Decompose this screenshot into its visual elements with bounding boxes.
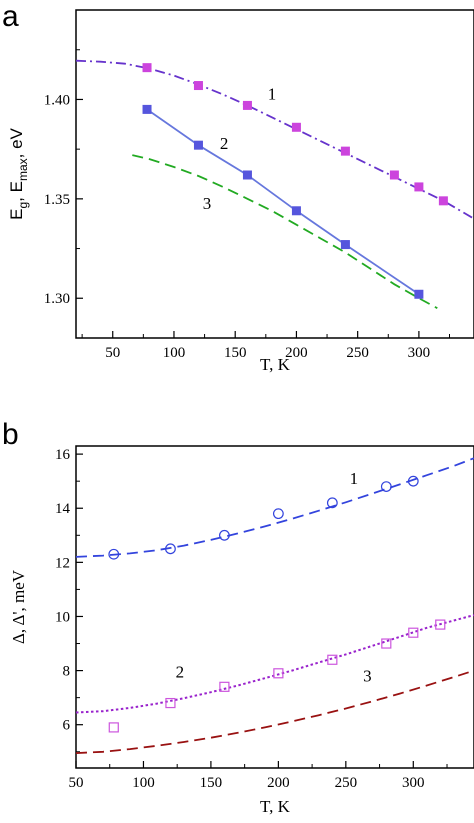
curve-label-1: 1 — [268, 84, 277, 103]
series-2-point — [193, 140, 203, 150]
series-1-point — [326, 497, 338, 509]
x-tick-label: 300 — [402, 775, 425, 791]
panel-b-lines — [75, 457, 474, 754]
panel-b-y-axis-label: Δ, Δ', meV — [9, 569, 28, 644]
series-1-point — [142, 63, 152, 73]
series-1-point — [407, 475, 419, 487]
series-1-point — [389, 170, 399, 180]
series-1-point — [414, 182, 424, 192]
y-tick-label: 10 — [55, 609, 70, 625]
series-1-line — [75, 59, 474, 220]
panel-b-letter: b — [2, 418, 19, 451]
series-2-point — [381, 638, 392, 649]
curve-label-2: 2 — [176, 662, 185, 681]
y-tick-label: 1.35 — [44, 192, 70, 208]
y-tick-label: 6 — [63, 718, 71, 734]
x-tick-label: 150 — [200, 775, 223, 791]
series-1-point — [193, 81, 203, 91]
series-1-point — [380, 481, 392, 492]
series-1-point — [291, 122, 301, 132]
panel-b-markers — [108, 475, 446, 733]
panel-b-annotations: 1 2 3 — [176, 469, 372, 686]
panel-a: a 50 100 150 200 250 300 1.30 1.35 1.40 1 2 3 T, K… — [2, 0, 474, 374]
series-1-point — [272, 508, 284, 520]
series-2-point — [327, 654, 338, 665]
series-2-point — [340, 240, 350, 250]
panel-a-plot-frame — [75, 9, 474, 339]
panel-a-tick-labels: 50 100 150 200 250 300 1.30 1.35 1.40 — [44, 92, 430, 361]
series-2-point — [291, 206, 301, 216]
curve-label-1: 1 — [350, 469, 359, 488]
y-tick-label: 1.40 — [44, 92, 70, 108]
y-tick-label: 12 — [55, 555, 70, 571]
series-2-point — [242, 170, 252, 180]
x-tick-label: 300 — [408, 345, 431, 361]
series-2-point — [408, 627, 419, 638]
series-2-point — [219, 681, 230, 692]
x-tick-label: 50 — [69, 775, 84, 791]
series-1-line — [75, 457, 474, 558]
panel-b-plot-frame — [75, 445, 474, 769]
series-2-point — [273, 668, 284, 679]
series-2-point — [414, 289, 424, 299]
series-1-point — [438, 196, 448, 206]
panel-a-ticks — [76, 49, 451, 338]
y-tick-label: 1.30 — [44, 291, 70, 307]
x-tick-label: 100 — [163, 345, 186, 361]
series-2-point — [142, 104, 152, 114]
series-2-line — [75, 614, 474, 714]
x-tick-label: 100 — [132, 775, 155, 791]
panel-b-x-axis-label: T, K — [260, 797, 291, 816]
series-2-point — [435, 619, 446, 630]
series-1-point — [165, 543, 176, 555]
curve-label-3: 3 — [203, 194, 212, 213]
panel-a-lines — [75, 59, 474, 309]
x-tick-label: 200 — [285, 345, 308, 361]
y-tick-label: 8 — [63, 664, 71, 680]
series-2-point — [165, 697, 176, 709]
curve-label-2: 2 — [220, 134, 229, 153]
y-tick-label: 16 — [55, 447, 71, 463]
series-1-point — [242, 100, 252, 110]
x-tick-label: 50 — [105, 345, 120, 361]
series-2-line — [146, 108, 420, 296]
y-tick-label: 14 — [55, 501, 71, 517]
x-tick-label: 150 — [224, 345, 247, 361]
series-2-point — [108, 722, 119, 733]
x-tick-label: 250 — [335, 775, 358, 791]
panel-a-markers — [142, 63, 448, 299]
series-3-line — [75, 669, 474, 754]
series-1-point — [219, 529, 230, 541]
x-tick-label: 200 — [267, 775, 290, 791]
panel-a-y-axis-label: Eg, Emax, eV — [7, 127, 30, 219]
curve-label-3: 3 — [363, 666, 372, 685]
series-1-point — [340, 146, 350, 156]
panel-a-letter: a — [2, 0, 19, 33]
panel-b-ticks — [75, 453, 448, 768]
panel-a-annotations: 1 2 3 — [203, 84, 276, 212]
series-1-point — [108, 548, 120, 560]
panel-a-x-axis-label: T, K — [260, 355, 291, 374]
x-tick-label: 250 — [346, 345, 369, 361]
